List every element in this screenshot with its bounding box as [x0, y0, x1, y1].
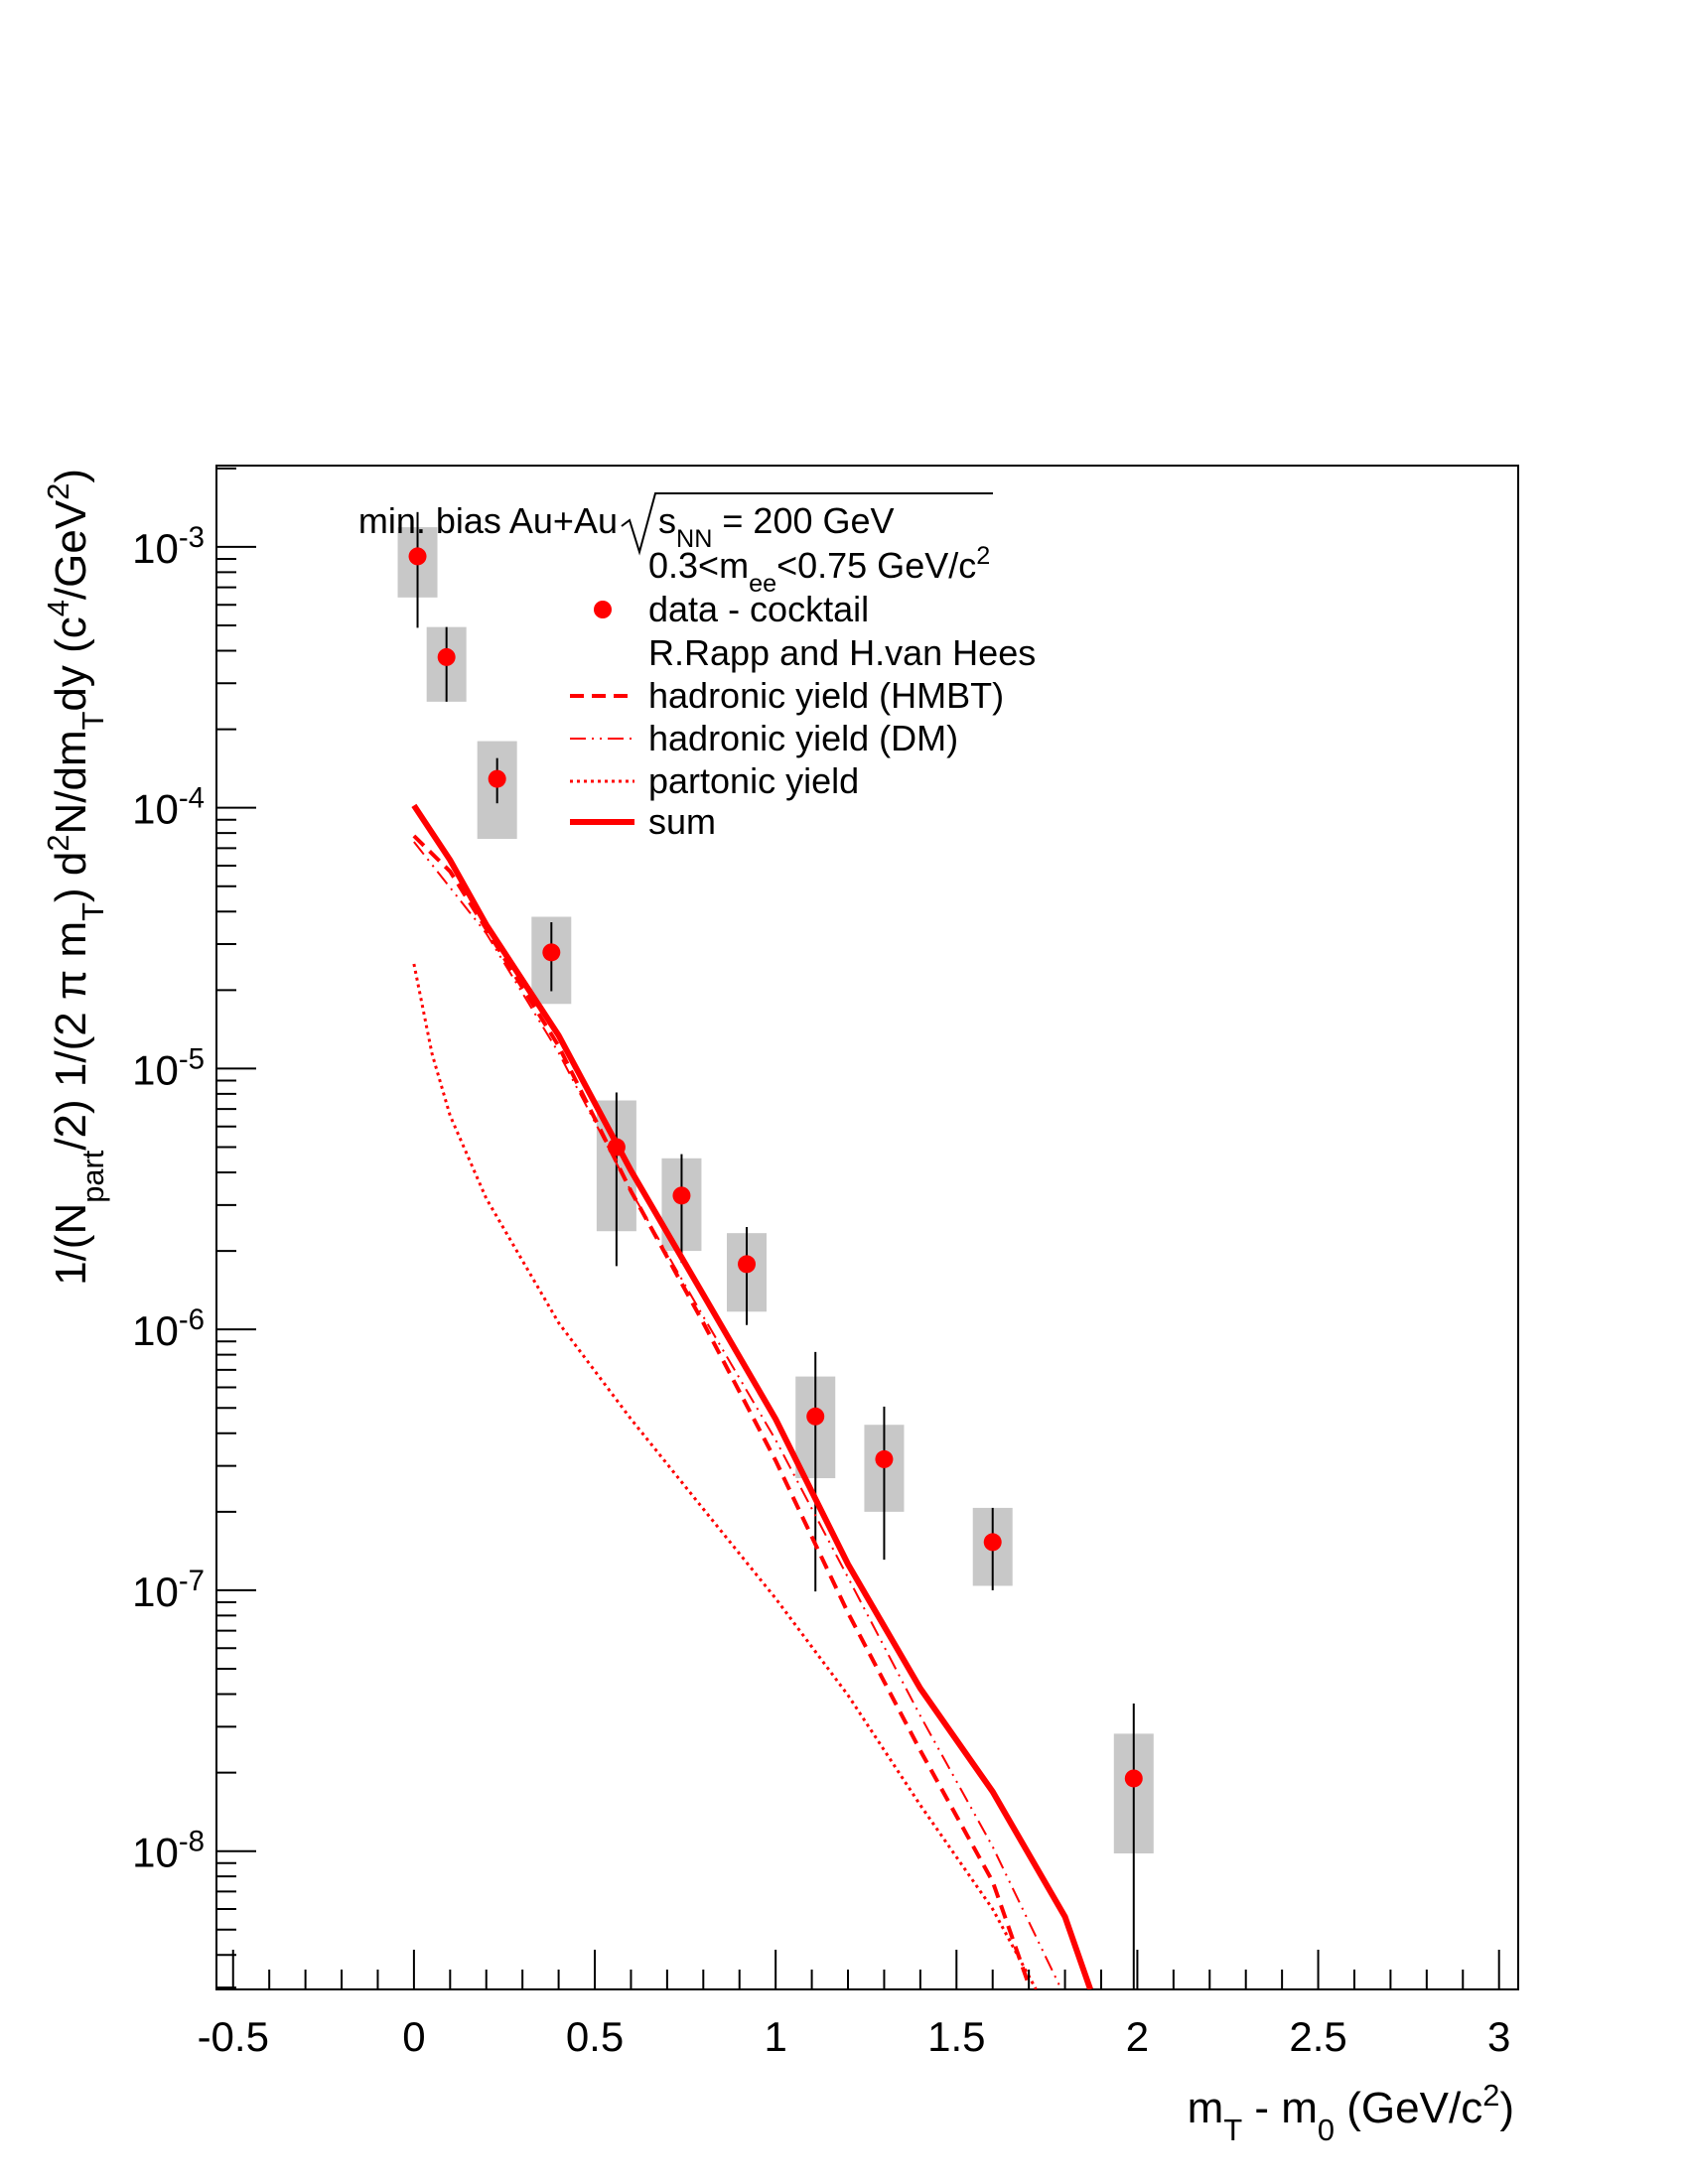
plot-frame — [215, 465, 1519, 1990]
label-part: s — [658, 500, 676, 541]
tick-base: 10 — [132, 1569, 179, 1615]
data-point — [806, 1407, 825, 1426]
data-point — [738, 1255, 757, 1274]
legend-note: R.Rapp and H.van Hees — [648, 632, 1036, 673]
data-point — [1124, 1769, 1143, 1788]
data-point — [488, 769, 506, 788]
x-tick-label: 1.5 — [927, 2013, 985, 2060]
label-part: N/dm — [47, 730, 95, 834]
data-point — [542, 943, 561, 962]
tick-exponent: -4 — [179, 781, 205, 814]
tick-exponent: -5 — [179, 1042, 205, 1075]
tick-exponent: -7 — [179, 1564, 205, 1596]
tick-base: 10 — [132, 1830, 179, 1876]
y-tick-label: 10-4 — [132, 781, 205, 833]
label-part: ee — [749, 570, 776, 598]
label-part: /2) 1/(2 π m — [47, 921, 95, 1151]
label-part: part — [75, 1150, 110, 1203]
x-tick-label: 3 — [1487, 2013, 1510, 2060]
legend-marker — [594, 601, 612, 618]
curve — [411, 803, 1093, 1989]
label-part: NN — [676, 525, 712, 553]
label-part: (GeV/c — [1335, 2084, 1482, 2132]
y-tick-label: 10-8 — [132, 1825, 205, 1876]
curve — [412, 963, 1038, 1989]
legend-label: hadronic yield (DM) — [648, 718, 958, 758]
x-tick-label: 0.5 — [566, 2013, 624, 2060]
data-point — [437, 647, 456, 666]
y-tick-label: 10-7 — [132, 1564, 205, 1615]
label-part: 2 — [41, 835, 75, 852]
label-part: 2 — [41, 483, 75, 500]
x-tick-label: 1 — [764, 2013, 786, 2060]
legend-label: partonic yield — [648, 760, 859, 801]
label-part: - m — [1242, 2084, 1318, 2132]
data-point — [983, 1533, 1002, 1552]
y-tick-label: 10-6 — [132, 1303, 205, 1355]
legend-subheader: 0.3<mee<0.75 GeV/c2 — [648, 542, 990, 598]
sqrt-sign — [621, 492, 993, 556]
axis-layer: -0.5 0 0.5 1 1.5 2 2.5 310-810-710-610-510-410-… — [41, 467, 1514, 2147]
label-part: ) d — [47, 852, 95, 902]
label-part: m — [1188, 2084, 1224, 2132]
label-part: 1/(N — [47, 1203, 95, 1286]
data-layer — [397, 511, 1154, 1989]
data-point — [875, 1449, 894, 1468]
x-tick-label: 2.5 — [1289, 2013, 1346, 2060]
y-axis-label: 1/(Npart/2) 1/(2 π mT) d2N/dmTdy (c4/GeV… — [41, 469, 110, 1286]
x-tick-label: -0.5 — [198, 2013, 269, 2060]
x-axis-label: mT - m0 (GeV/c2) — [1188, 2078, 1514, 2147]
label-part: dy (c — [47, 616, 95, 711]
label-part: 2 — [976, 542, 990, 570]
data-point — [408, 547, 427, 566]
legend-label: data - cocktail — [648, 589, 869, 629]
label-part: = 200 GeV — [712, 500, 894, 541]
label-part: <0.75 GeV/c — [776, 545, 976, 586]
curve — [412, 834, 1031, 1986]
label-part: T — [1223, 2113, 1242, 2147]
tick-base: 10 — [132, 525, 179, 572]
tick-exponent: -3 — [179, 520, 205, 553]
legend-label: sum — [648, 801, 716, 842]
curve — [413, 841, 1062, 1989]
label-part: T — [75, 711, 110, 730]
label-part: 0 — [1318, 2113, 1335, 2147]
label-part: 2 — [1482, 2078, 1499, 2113]
legend: min. bias Au+Au sNN = 200 GeV0.3<mee<0.75… — [358, 492, 1036, 842]
legend-label: hadronic yield (HMBT) — [648, 675, 1004, 716]
tick-exponent: -8 — [179, 1825, 205, 1857]
label-part: ) — [1499, 2084, 1514, 2132]
label-part: T — [75, 902, 110, 921]
tick-base: 10 — [132, 1046, 179, 1093]
tick-base: 10 — [132, 786, 179, 833]
legend-header: min. bias Au+Au — [358, 500, 618, 541]
label-part: ) — [47, 469, 95, 483]
tick-base: 10 — [132, 1307, 179, 1354]
data-point — [672, 1186, 691, 1205]
legend-header: sNN = 200 GeV — [658, 500, 895, 553]
label-part: 0.3<m — [648, 545, 749, 586]
label-part: /GeV — [47, 499, 95, 600]
x-tick-label: 0 — [402, 2013, 425, 2060]
label-part: 4 — [41, 600, 75, 616]
y-tick-label: 10-3 — [132, 520, 205, 572]
x-tick-label: 2 — [1126, 2013, 1149, 2060]
tick-exponent: -6 — [179, 1303, 205, 1336]
y-tick-label: 10-5 — [132, 1042, 205, 1094]
